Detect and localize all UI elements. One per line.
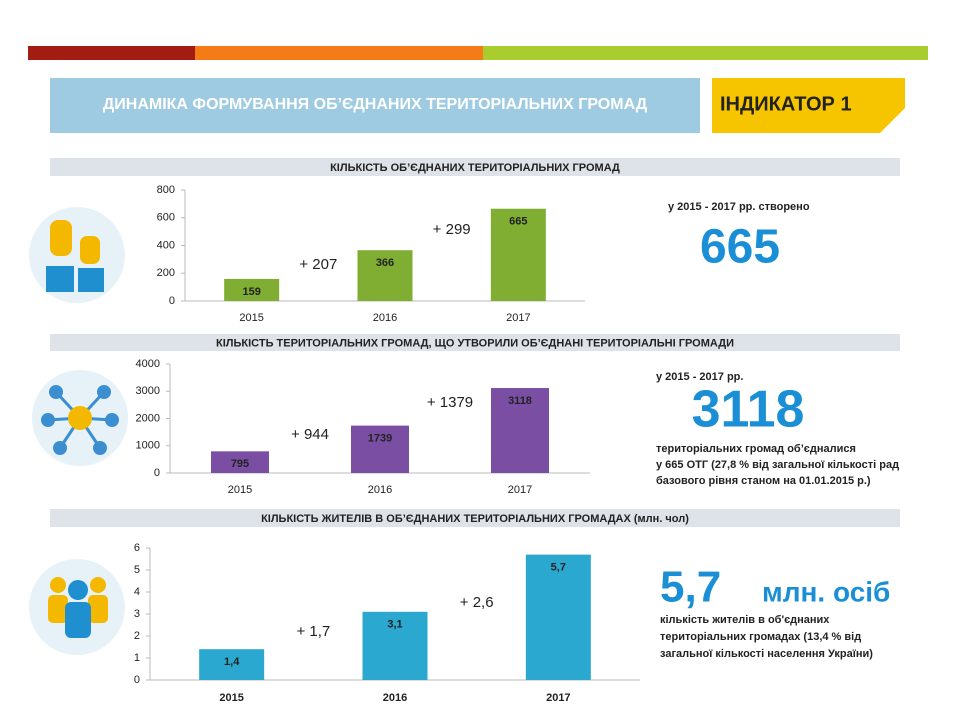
value-label: 3,1	[387, 619, 402, 631]
indicator-box	[712, 78, 905, 133]
bar	[525, 554, 591, 680]
y-tick-label: 2	[134, 630, 140, 642]
panel-line: базового рівня станом на 01.01.2015 р.)	[656, 475, 871, 487]
x-tick-label: 2016	[368, 484, 392, 496]
bar	[199, 649, 265, 680]
y-tick-label: 4	[134, 586, 140, 598]
value-label: 3118	[508, 395, 532, 407]
panel-big: 3118	[692, 381, 805, 439]
y-tick-label: 0	[169, 295, 175, 307]
value-label: 1739	[368, 433, 392, 445]
corner	[880, 108, 905, 133]
header-title: ДИНАМІКА ФОРМУВАННЯ ОБ’ЄДНАНИХ ТЕРИТОРІА…	[103, 96, 648, 113]
panel-line: загальної кількості населення України)	[660, 648, 873, 660]
panel-line: кількість жителів в об'єднаних	[660, 614, 830, 626]
value-label: 665	[509, 216, 527, 228]
section-bar	[50, 334, 900, 351]
panel-lead: у 2015 - 2017 рр.	[656, 371, 743, 383]
chart-title: КІЛЬКІСТЬ ЖИТЕЛІВ В ОБ’ЄДНАНИХ ТЕРИТОРІА…	[261, 513, 689, 525]
bar	[211, 451, 269, 473]
annotation: + 299	[433, 221, 471, 238]
panel-line: територіальних громадах (13,4 % від	[660, 631, 861, 643]
y-tick-label: 5	[134, 564, 140, 576]
value-label: 366	[376, 257, 394, 269]
chart-title: КІЛЬКІСТЬ ОБ’ЄДНАНИХ ТЕРИТОРІАЛЬНИХ ГРОМ…	[330, 162, 620, 174]
annotation: + 2,6	[460, 594, 494, 611]
y-tick-label: 1	[134, 652, 140, 664]
indicator: ІНДИКАТОР 1	[720, 93, 852, 115]
x-tick-label: 2015	[228, 484, 252, 496]
y-tick-label: 400	[157, 239, 175, 251]
panel-line: у 665 ОТГ (27,8 % від загальної кількост…	[656, 459, 899, 471]
y-tick-label: 3000	[136, 385, 160, 397]
panel-line: територіальних громад об’єдналися	[656, 443, 856, 455]
bar	[224, 278, 280, 301]
y-tick-label: 3	[134, 608, 140, 620]
icon-network	[32, 370, 128, 466]
x-tick-label: 2017	[506, 312, 530, 324]
x-tick-label: 2016	[373, 312, 397, 324]
stripe	[28, 46, 195, 60]
y-tick-label: 1000	[136, 440, 160, 452]
panel-unit: млн. осіб	[762, 576, 890, 607]
x-tick-label: 2015	[239, 312, 263, 324]
annotation: + 1,7	[296, 623, 330, 640]
y-tick-label: 2000	[136, 412, 160, 424]
bar	[490, 208, 546, 301]
panel-big: 665	[700, 221, 780, 274]
bar	[351, 425, 409, 473]
y-tick-label: 200	[157, 267, 175, 279]
x-tick-label: 2016	[383, 692, 407, 704]
panel-big: 5,7	[660, 563, 721, 612]
value-label: 5,7	[551, 562, 566, 574]
x-tick-label: 2017	[508, 484, 532, 496]
y-tick-label: 800	[157, 184, 175, 196]
icon-people	[29, 559, 125, 655]
annotation: + 207	[299, 256, 337, 273]
value-label: 795	[231, 458, 249, 470]
y-tick-label: 600	[157, 212, 175, 224]
y-tick-label: 6	[134, 542, 140, 554]
stripe	[195, 46, 483, 60]
section-bar	[50, 158, 900, 176]
icon-hands	[29, 207, 125, 303]
x-tick-label: 2017	[546, 692, 570, 704]
header-box	[50, 78, 700, 133]
panel-lead: у 2015 - 2017 рр. створено	[668, 201, 810, 213]
bar	[362, 611, 428, 680]
y-tick-label: 0	[134, 674, 140, 686]
x-tick-label: 2015	[219, 692, 243, 704]
bar	[357, 250, 413, 301]
y-tick-label: 0	[154, 467, 160, 479]
value-label: 1,4	[224, 656, 240, 668]
chart-title: КІЛЬКІСТЬ ТЕРИТОРІАЛЬНИХ ГРОМАД, ЩО УТВО…	[216, 337, 734, 349]
value-label: 159	[242, 286, 260, 298]
annotation: + 944	[291, 426, 329, 443]
stripe	[483, 46, 928, 60]
section-bar	[50, 509, 900, 527]
annotation: + 1379	[427, 394, 473, 411]
y-tick-label: 4000	[136, 358, 160, 370]
bar	[491, 388, 549, 473]
